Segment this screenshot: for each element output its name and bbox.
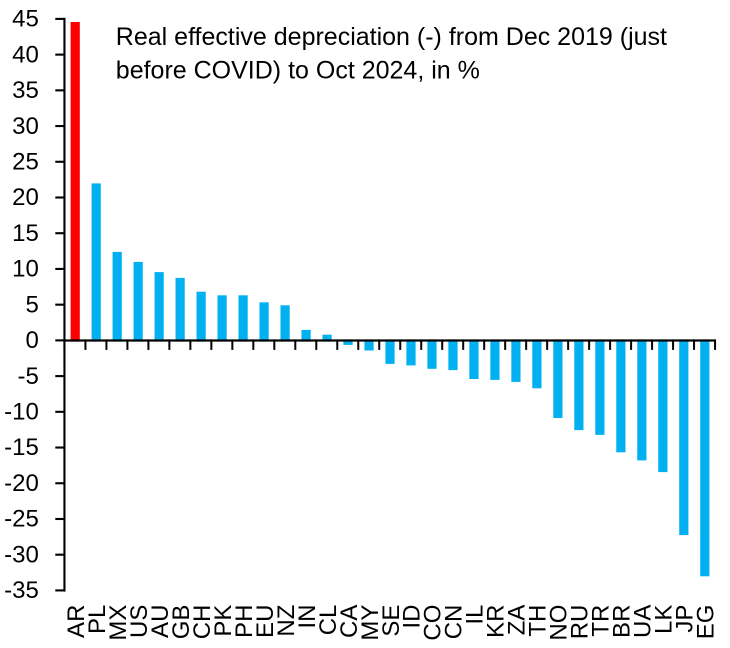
svg-text:30: 30 xyxy=(12,113,39,140)
svg-text:0: 0 xyxy=(25,327,38,354)
svg-text:RU: RU xyxy=(567,605,594,640)
svg-text:15: 15 xyxy=(12,220,39,247)
svg-text:UA: UA xyxy=(630,605,657,638)
svg-text:ZA: ZA xyxy=(504,605,531,636)
svg-text:PL: PL xyxy=(84,605,111,634)
svg-text:-35: -35 xyxy=(4,577,39,604)
svg-text:LK: LK xyxy=(651,605,678,634)
svg-text:NZ: NZ xyxy=(273,605,300,637)
svg-text:5: 5 xyxy=(25,291,38,318)
svg-text:Real effective depreciation (-: Real effective depreciation (-) from Dec… xyxy=(116,23,667,51)
svg-text:US: US xyxy=(126,605,153,638)
svg-text:PH: PH xyxy=(231,605,258,638)
svg-text:-10: -10 xyxy=(4,399,39,426)
svg-text:MY: MY xyxy=(357,605,384,641)
svg-text:AU: AU xyxy=(147,605,174,638)
svg-text:CL: CL xyxy=(315,605,342,636)
svg-text:before COVID) to Oct 2024, in: before COVID) to Oct 2024, in % xyxy=(116,57,480,85)
svg-text:PK: PK xyxy=(210,605,237,637)
svg-text:AR: AR xyxy=(63,605,90,638)
svg-text:EU: EU xyxy=(252,605,279,638)
svg-text:-5: -5 xyxy=(17,363,38,390)
svg-text:CH: CH xyxy=(189,605,216,640)
svg-text:MX: MX xyxy=(105,605,132,641)
svg-text:TH: TH xyxy=(525,605,552,637)
svg-text:EG: EG xyxy=(693,605,720,640)
svg-text:KR: KR xyxy=(483,605,510,638)
svg-text:GB: GB xyxy=(168,605,195,640)
svg-text:45: 45 xyxy=(12,6,39,33)
svg-text:20: 20 xyxy=(12,184,39,211)
svg-text:-15: -15 xyxy=(4,434,39,461)
svg-text:-20: -20 xyxy=(4,470,39,497)
svg-text:-30: -30 xyxy=(4,541,39,568)
svg-text:JP: JP xyxy=(672,605,699,633)
svg-text:10: 10 xyxy=(12,256,39,283)
svg-text:ID: ID xyxy=(399,605,426,629)
svg-text:CN: CN xyxy=(441,605,468,640)
svg-text:IN: IN xyxy=(294,605,321,629)
svg-text:TR: TR xyxy=(588,605,615,637)
svg-text:BR: BR xyxy=(609,605,636,638)
svg-text:CO: CO xyxy=(420,605,447,641)
svg-text:35: 35 xyxy=(12,77,39,104)
svg-text:40: 40 xyxy=(12,41,39,68)
svg-text:IL: IL xyxy=(462,605,489,625)
svg-text:SE: SE xyxy=(378,605,405,637)
svg-text:-25: -25 xyxy=(4,506,39,533)
svg-text:NO: NO xyxy=(546,605,573,641)
svg-text:CA: CA xyxy=(336,605,363,638)
svg-text:25: 25 xyxy=(12,148,39,175)
